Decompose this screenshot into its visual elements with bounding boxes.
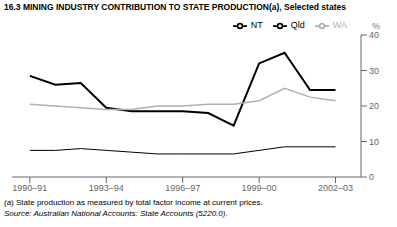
html-text:Qld: Qld	[290, 20, 305, 31]
svg-text:10: 10	[369, 137, 379, 147]
svg-text:20: 20	[369, 101, 379, 111]
html-text:Source: Australian National Ac: Source: Australian National Accounts: St…	[4, 209, 228, 218]
html-text:NT: NT	[250, 20, 263, 31]
svg-text:1993–94: 1993–94	[89, 183, 124, 193]
html-text:16.3 MINING INDUSTRY CONTRIBUT: 16.3 MINING INDUSTRY CONTRIBUTION TO STA…	[4, 2, 346, 12]
html-text:WA: WA	[332, 20, 347, 31]
svg-text:1999–00: 1999–00	[242, 183, 277, 193]
svg-text:2002–03: 2002–03	[318, 183, 353, 193]
html-text:(a) State production as measur: (a) State production as measured by tota…	[4, 198, 263, 207]
svg-text:30: 30	[369, 66, 379, 76]
svg-text:1996–97: 1996–97	[165, 183, 200, 193]
svg-text:%: %	[372, 21, 380, 31]
svg-text:1990–91: 1990–91	[12, 183, 47, 193]
svg-text:40: 40	[369, 30, 379, 40]
svg-text:0: 0	[369, 172, 374, 182]
